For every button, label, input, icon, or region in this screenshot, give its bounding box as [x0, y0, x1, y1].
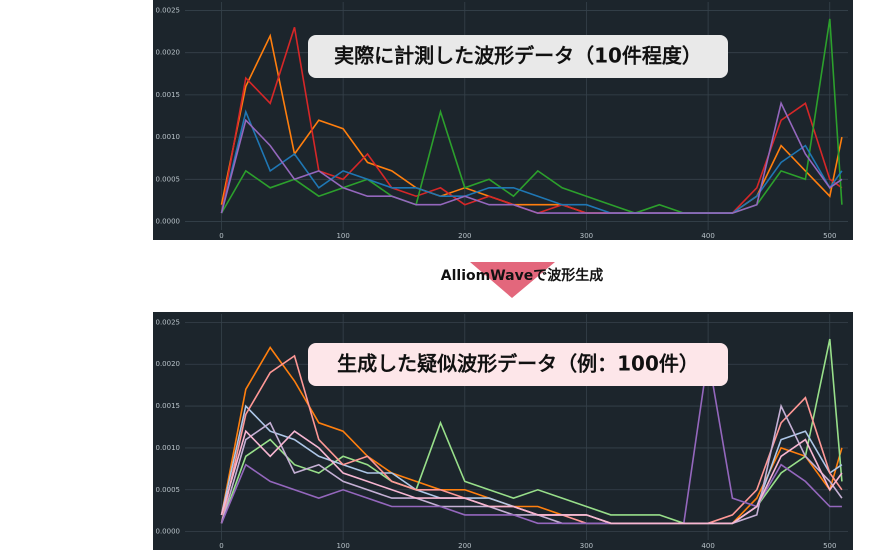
- y-tick-label: 0.0005: [156, 486, 181, 494]
- arrow-label: AlliomWaveで波形生成: [441, 267, 603, 284]
- series-line: [220, 109, 843, 214]
- y-tick-label: 0.0005: [156, 175, 181, 183]
- annotation-box: [308, 343, 728, 386]
- y-tick-label: 0.0015: [156, 402, 181, 410]
- x-tick-label: 0: [219, 542, 223, 550]
- x-tick-label: 100: [336, 232, 349, 240]
- y-tick-label: 0.0020: [156, 360, 181, 368]
- x-tick-label: 400: [701, 542, 714, 550]
- x-tick-label: 200: [458, 232, 471, 240]
- series-line: [220, 100, 843, 214]
- x-tick-label: 200: [458, 542, 471, 550]
- x-tick-label: 300: [580, 542, 593, 550]
- annotation: 生成した疑似波形データ（例：100件）: [337, 352, 699, 376]
- charts: 0.0000 0.0005 0.0010 0.0015 0.0020 0.0025 0 100…: [156, 2, 848, 550]
- y-tick-label: 0.0025: [156, 318, 181, 326]
- y-tick-label: 0.0000: [156, 218, 181, 226]
- annotation-box: [308, 35, 728, 78]
- series-line: [220, 429, 843, 525]
- y-tick-label: 0.0015: [156, 91, 181, 99]
- x-tick-label: 0: [219, 232, 223, 240]
- x-tick-label: 100: [336, 542, 349, 550]
- x-tick-label: 400: [701, 232, 714, 240]
- y-tick-label: 0.0000: [156, 528, 181, 536]
- y-tick-label: 0.0010: [156, 444, 181, 452]
- arrow: [470, 262, 555, 298]
- x-tick-label: 500: [823, 232, 836, 240]
- y-tick-label: 0.0020: [156, 49, 181, 57]
- x-tick-label: 300: [580, 232, 593, 240]
- y-tick-label: 0.0010: [156, 133, 181, 141]
- x-tick-label: 500: [823, 542, 836, 550]
- annotation: 実際に計測した波形データ（10件程度）: [334, 44, 702, 68]
- y-tick-label: 0.0025: [156, 6, 181, 14]
- series-line: [220, 355, 842, 525]
- series-line: [220, 346, 843, 525]
